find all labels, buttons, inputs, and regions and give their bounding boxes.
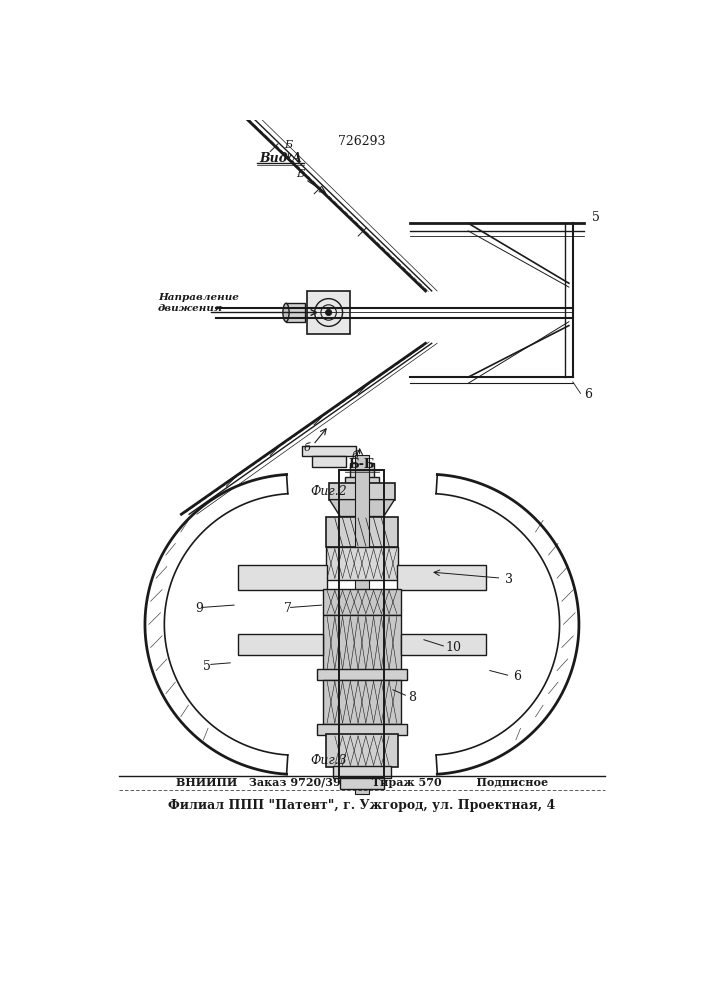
Text: Б-Б: Б-Б bbox=[349, 458, 375, 471]
Text: Фиг.3: Фиг.3 bbox=[310, 754, 347, 767]
Bar bbox=[327, 547, 397, 580]
Text: Б: Б bbox=[284, 140, 292, 150]
Bar bbox=[345, 477, 379, 483]
Text: ВНИИПИ   Заказ 9720/39        Тираж 570         Подписное: ВНИИПИ Заказ 9720/39 Тираж 570 Подписное bbox=[176, 777, 548, 788]
Bar bbox=[238, 565, 327, 590]
Text: 5: 5 bbox=[203, 660, 211, 673]
Text: б: б bbox=[304, 443, 310, 453]
Bar bbox=[317, 724, 407, 735]
Text: 726293: 726293 bbox=[338, 135, 386, 148]
Text: Фиг.2: Фиг.2 bbox=[310, 485, 347, 498]
Text: Направление: Направление bbox=[158, 293, 239, 302]
Text: Филиал ППП "Патент", г. Ужгород, ул. Проектная, 4: Филиал ППП "Патент", г. Ужгород, ул. Про… bbox=[168, 799, 556, 812]
Ellipse shape bbox=[283, 303, 289, 322]
Text: б: б bbox=[352, 451, 358, 461]
Bar bbox=[327, 734, 397, 767]
Text: 3: 3 bbox=[506, 573, 513, 586]
Bar bbox=[286, 303, 305, 322]
Bar bbox=[327, 517, 397, 547]
Text: 6: 6 bbox=[585, 388, 592, 401]
Bar bbox=[332, 766, 392, 778]
Text: 5: 5 bbox=[592, 211, 600, 224]
Text: 10: 10 bbox=[445, 641, 462, 654]
Bar bbox=[339, 470, 385, 778]
Bar bbox=[401, 634, 486, 655]
Bar bbox=[323, 615, 401, 671]
Text: 9: 9 bbox=[195, 602, 203, 615]
Text: Б: Б bbox=[296, 169, 304, 179]
Bar bbox=[349, 463, 374, 478]
Text: Вид А: Вид А bbox=[259, 152, 302, 165]
Bar bbox=[307, 291, 351, 334]
Bar bbox=[312, 456, 346, 466]
Bar bbox=[397, 565, 486, 590]
Text: 8: 8 bbox=[409, 691, 416, 704]
Bar bbox=[317, 669, 407, 680]
Text: 6: 6 bbox=[513, 670, 521, 683]
Bar bbox=[329, 483, 395, 500]
Bar bbox=[238, 634, 323, 655]
Circle shape bbox=[325, 309, 332, 316]
Bar bbox=[301, 446, 356, 456]
Bar bbox=[340, 778, 384, 789]
Bar bbox=[355, 455, 369, 794]
Text: 7: 7 bbox=[284, 602, 292, 615]
Bar bbox=[323, 589, 401, 615]
Polygon shape bbox=[329, 500, 395, 517]
Bar bbox=[323, 680, 401, 724]
Text: движения: движения bbox=[158, 304, 223, 313]
